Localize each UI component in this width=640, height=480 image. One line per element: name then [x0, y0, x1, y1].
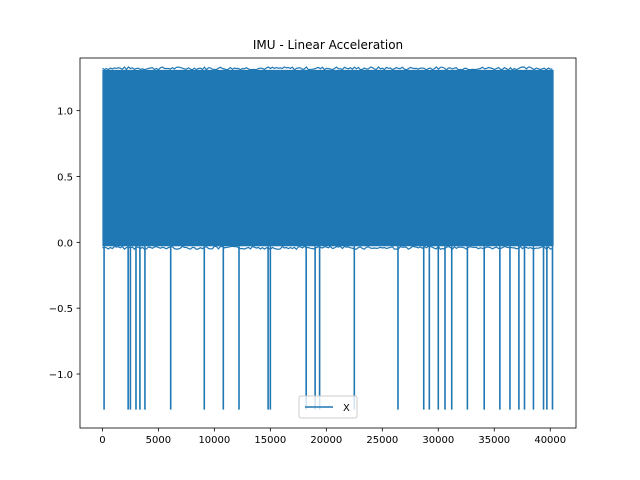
x-tick-label: 15000	[254, 435, 286, 446]
legend-label-x: X	[343, 403, 350, 414]
axes-frame	[79, 57, 577, 429]
chart-title: IMU - Linear Acceleration	[253, 38, 403, 52]
y-tick-label: 1.0	[57, 107, 73, 118]
series-x-upper-edge	[102, 66, 553, 71]
x-tick-label: 40000	[534, 435, 566, 446]
x-tick-label: 5000	[146, 435, 171, 446]
legend: X	[298, 395, 358, 419]
x-tick-label: 30000	[422, 435, 454, 446]
x-tick-label: 25000	[366, 435, 398, 446]
x-tick-label: 0	[99, 435, 105, 446]
y-tick-label: 0.0	[57, 238, 73, 249]
y-tick-label: −1.0	[49, 370, 73, 381]
plot-area	[102, 66, 554, 410]
x-tick-label: 10000	[198, 435, 230, 446]
axes: 0 5000 10000 15000 20000 25000 30000 35000 40000…	[49, 57, 577, 446]
y-tick-label: 0.5	[57, 173, 73, 184]
series-x-lower-edge	[102, 245, 553, 251]
x-tick-label: 20000	[310, 435, 342, 446]
x-tick-label: 35000	[478, 435, 510, 446]
y-tick-label: −0.5	[49, 304, 73, 315]
series-x-band	[102, 69, 554, 247]
